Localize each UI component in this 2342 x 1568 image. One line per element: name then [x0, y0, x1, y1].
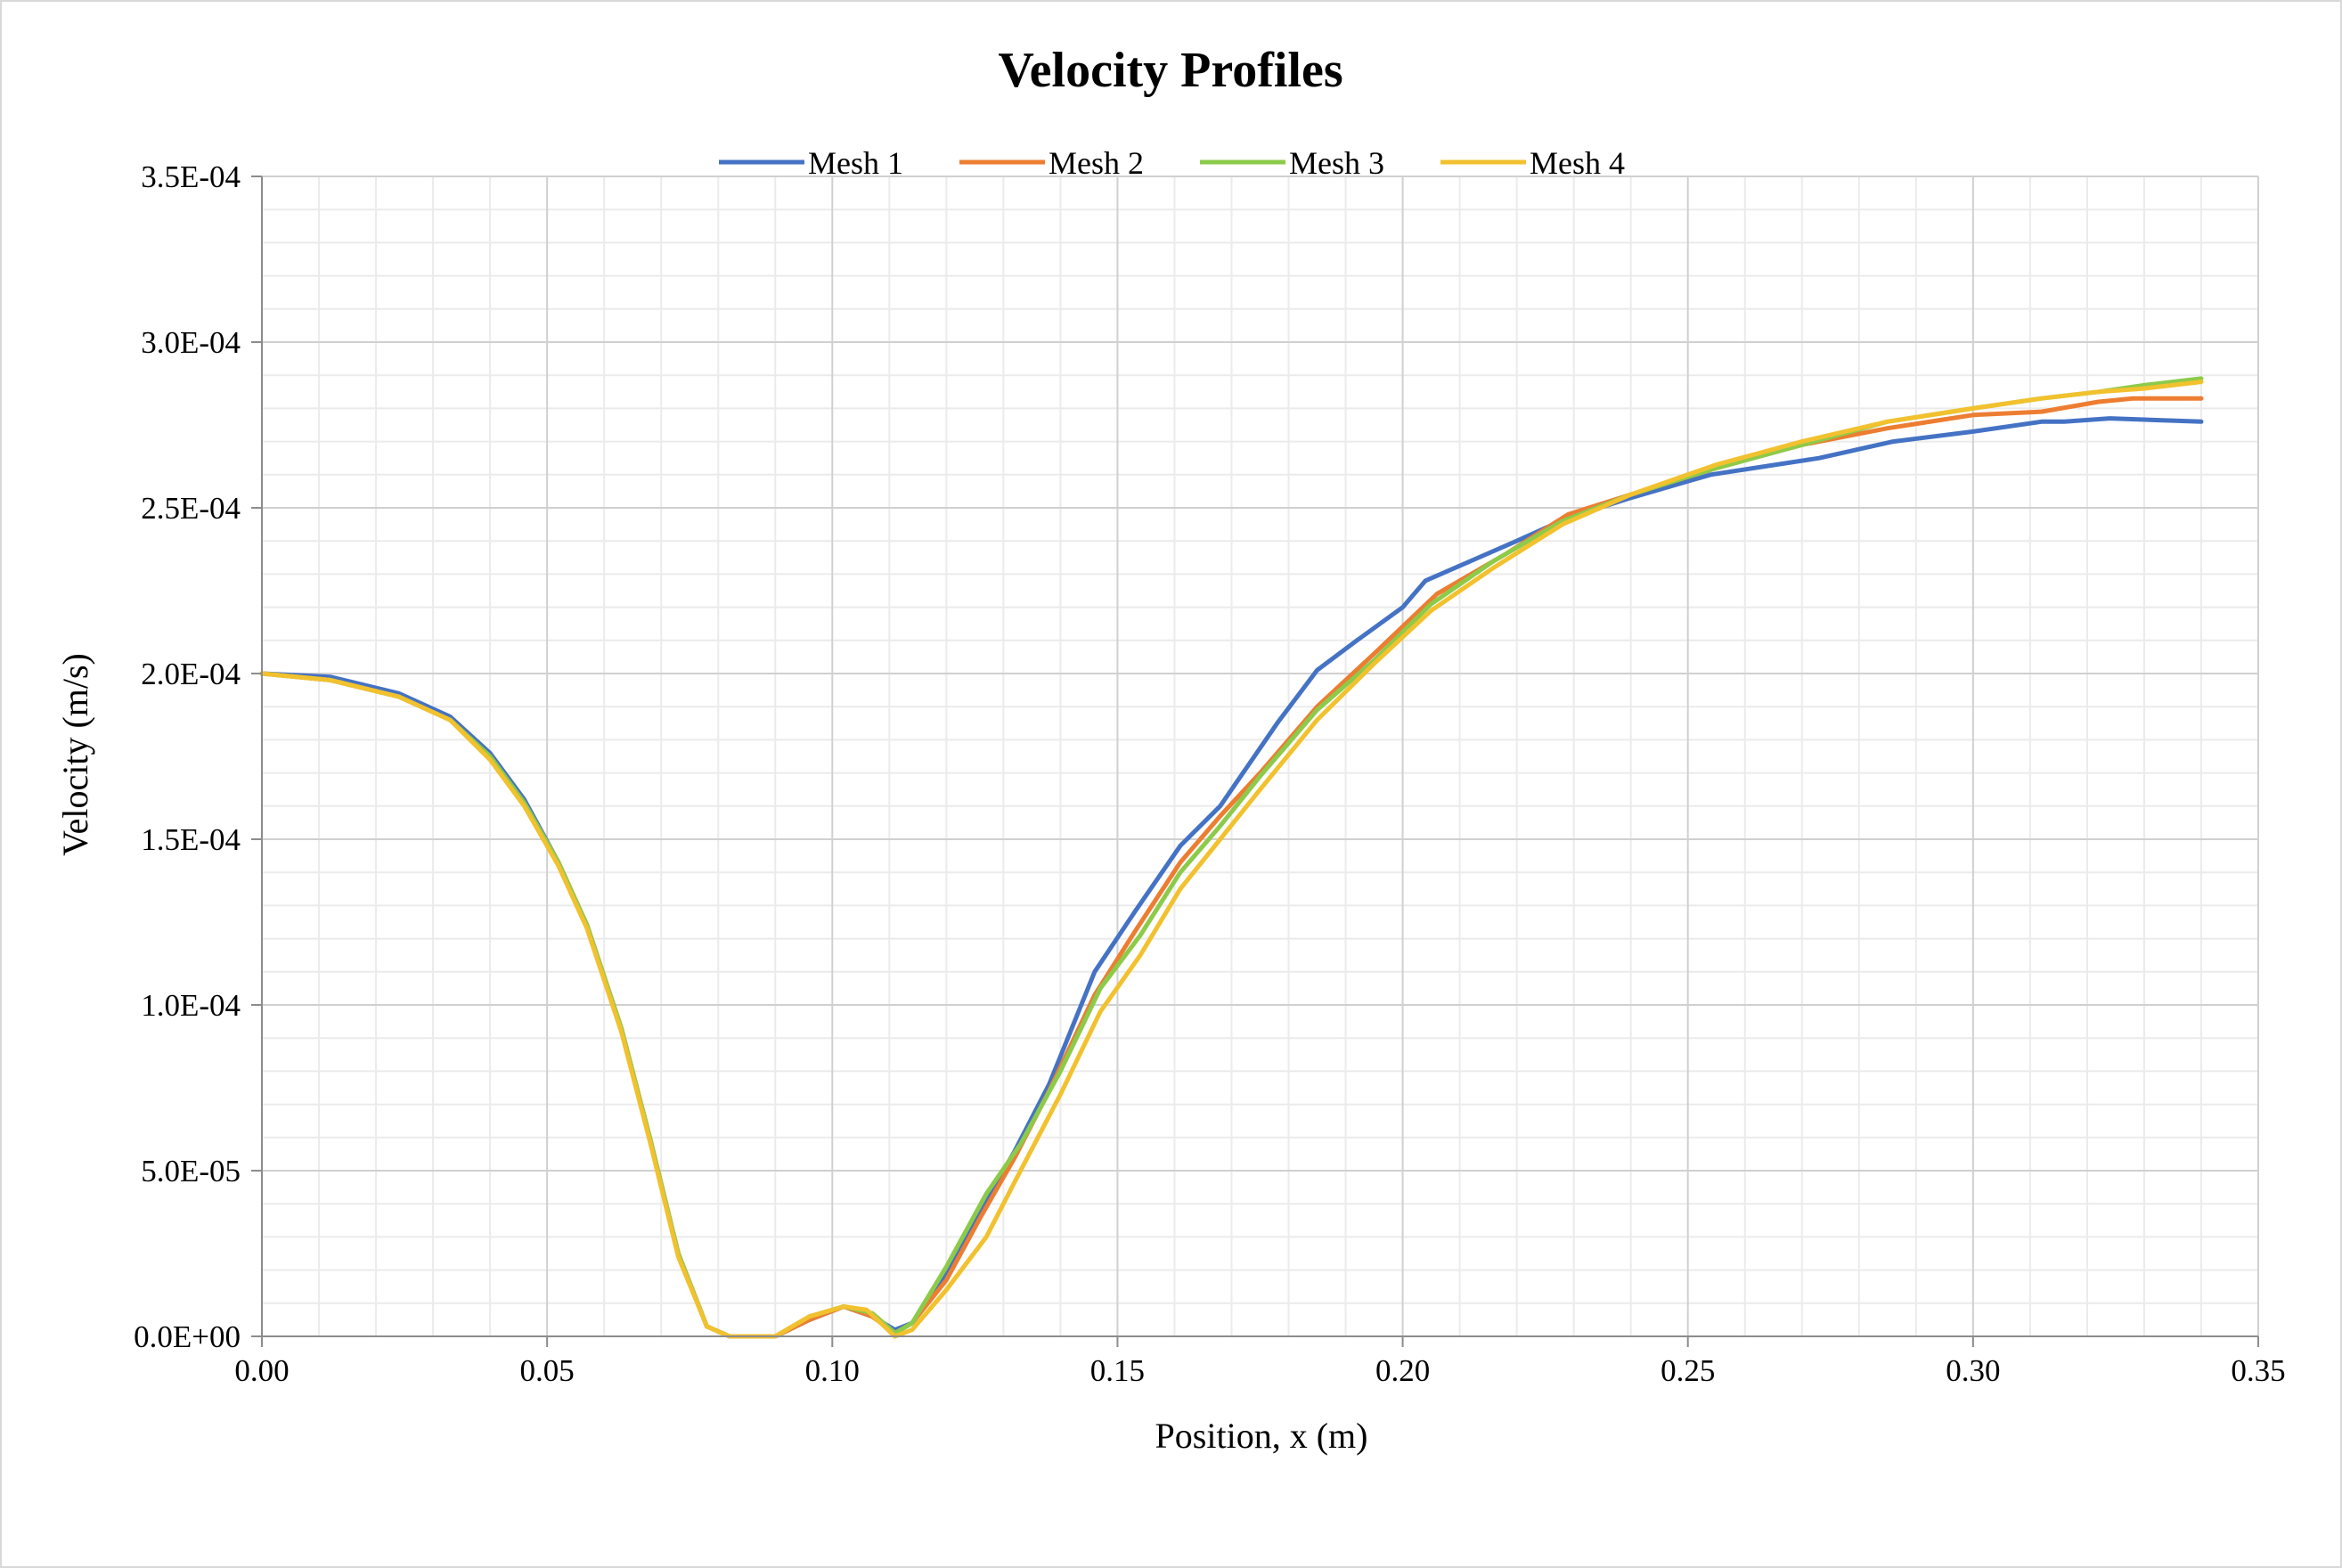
series-line-mesh-4	[259, 380, 2204, 1339]
x-tick-label: 0.05	[520, 1353, 575, 1388]
y-tick-label: 1.0E-04	[141, 988, 241, 1023]
x-tick-label: 0.10	[805, 1353, 860, 1388]
x-tick-label: 0.00	[234, 1353, 289, 1388]
x-tick-label: 0.35	[2231, 1353, 2285, 1388]
x-tick-label: 0.25	[1661, 1353, 1715, 1388]
chart-title: Velocity Profiles	[998, 43, 1342, 98]
grid	[262, 176, 2259, 1336]
x-axis-title: Position, x (m)	[1155, 1416, 1368, 1456]
y-tick-label: 3.5E-04	[141, 159, 241, 194]
y-tick-label: 2.0E-04	[141, 657, 241, 691]
x-tick-label: 0.20	[1375, 1353, 1430, 1388]
y-tick-label: 1.5E-04	[141, 822, 241, 857]
y-tick-label: 5.0E-05	[141, 1154, 241, 1188]
x-tick-label: 0.15	[1090, 1353, 1145, 1388]
legend-label-mesh-1: Mesh 1	[808, 145, 903, 181]
y-tick-label: 2.5E-04	[141, 491, 241, 526]
legend: Mesh 1 Mesh 2 Mesh 3 Mesh 4	[719, 145, 1625, 181]
y-axis-title: Velocity (m/s)	[55, 653, 95, 856]
legend-label-mesh-4: Mesh 4	[1530, 145, 1625, 181]
legend-label-mesh-2: Mesh 2	[1049, 145, 1144, 181]
legend-label-mesh-3: Mesh 3	[1289, 145, 1384, 181]
series-lines	[259, 376, 2204, 1339]
axes: 0.00 0.05 0.10 0.15 0.20 0.25 0.30 0.35 0.0E+00 5…	[134, 159, 2286, 1388]
y-tick-label: 3.0E-04	[141, 325, 241, 360]
x-tick-label: 0.30	[1946, 1353, 2000, 1388]
y-tick-label: 0.0E+00	[134, 1319, 241, 1354]
